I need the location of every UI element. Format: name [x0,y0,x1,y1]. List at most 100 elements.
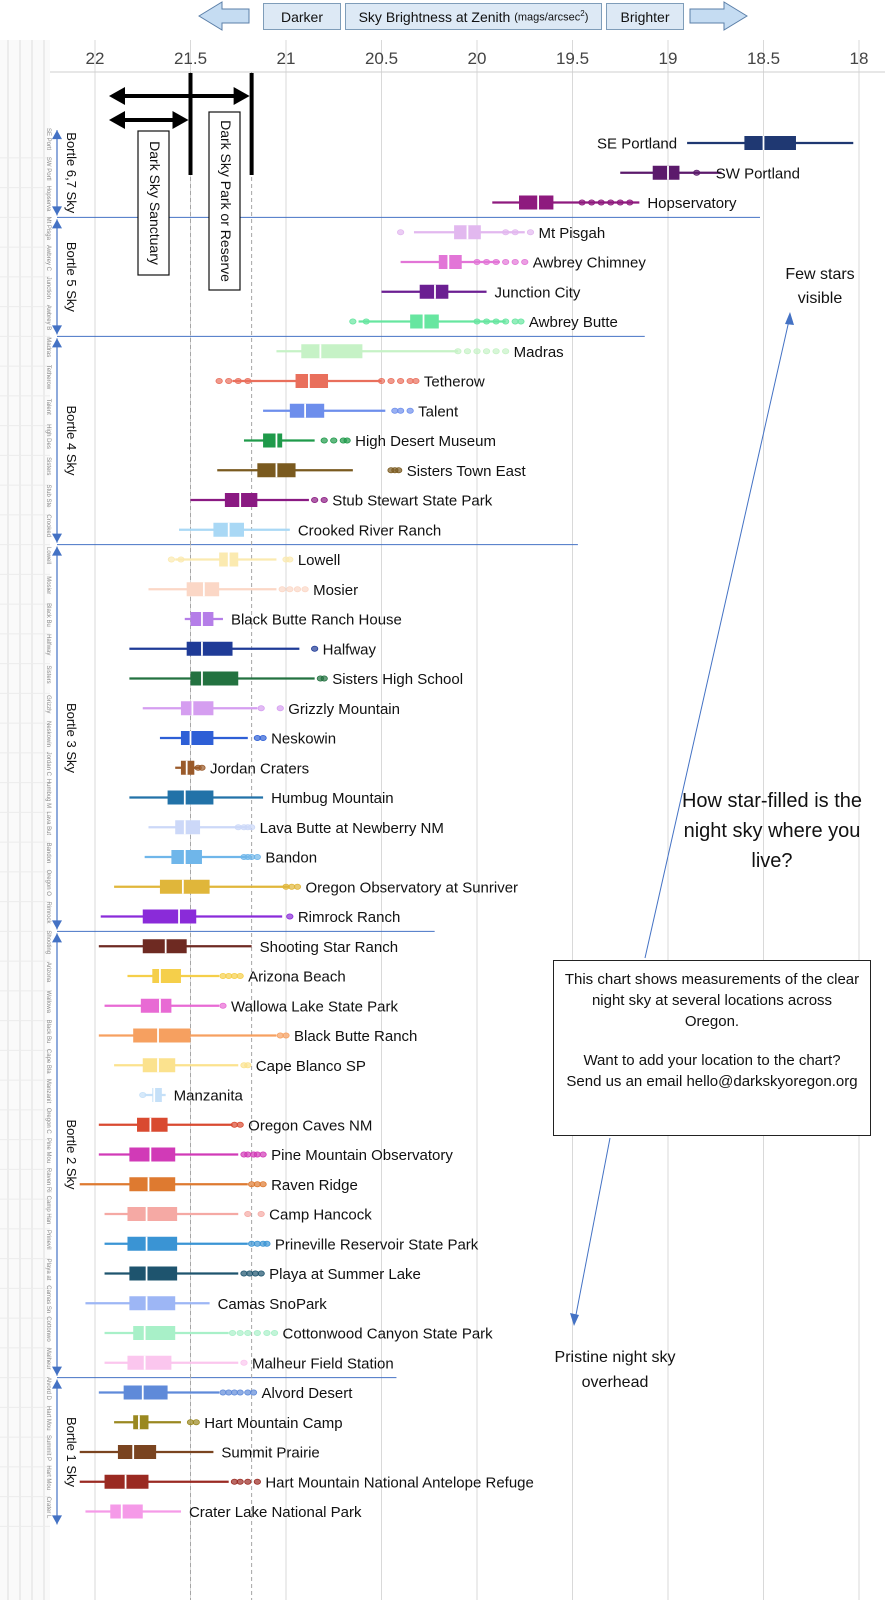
box [186,582,220,597]
park-label-box [208,111,241,291]
strip-location-name: Bandon [45,843,51,864]
strip-location-name: Summit P [45,1435,51,1461]
series-label: Jordan Craters [210,760,309,777]
outlier-point [215,377,223,384]
series-prineville-reservoir-state-park: Prineville Reservoir State Park [104,1236,479,1253]
outlier-point [454,348,462,355]
box [410,314,439,329]
box [129,1296,176,1311]
series-label: Black Butte Ranch House [231,612,402,629]
bortle-arrowhead-up [52,130,62,140]
brighter-label: Brighter [606,3,684,30]
series-label: Grizzly Mountain [288,701,400,718]
outlier-point [320,496,328,503]
series-mosier: Mosier [148,582,358,599]
strip-location-name: Mosier [45,576,51,594]
outlier-point [502,318,510,325]
bortle-arrowhead-down [52,533,62,543]
outlier-point [244,1062,252,1069]
few-stars-arrow-line [644,315,791,959]
series-black-butte-ranch-house: Black Butte Ranch House [184,612,402,629]
series-summit-prairie: Summit Prairie [79,1445,320,1462]
brighter-arrow [689,1,748,31]
few-stars-arrowhead [785,312,794,325]
outlier-point [234,377,242,384]
bortle-label: Bortle 4 Sky [64,405,79,476]
outlier-point [473,348,481,355]
park-arrow-left-head [109,87,125,105]
pristine-text: Pristine night sky overhead [554,1349,676,1391]
outlier-point [282,1032,290,1039]
few-stars-text: Few stars visible [785,266,855,307]
outlier-point [244,1330,252,1337]
series-sisters-high-school: Sisters High School [129,671,463,688]
series-label: Cape Blanco SP [256,1058,366,1075]
strip-location-name: Malheur [45,1348,51,1370]
series-black-butte-ranch: Black Butte Ranch [98,1028,417,1045]
bortle-arrowhead-down [52,920,62,930]
strip-location-name: Manzanit [45,1079,51,1104]
outlier-point [311,645,319,652]
series-camas-snopark: Camas SnoPark [85,1296,327,1313]
strip-location-name: Halfway [45,634,51,655]
series-label: Malheur Field Station [252,1355,394,1372]
series-label: Awbrey Butte [529,314,618,331]
outlier-point [263,1330,271,1337]
box [129,1266,178,1281]
outlier-point [244,1478,252,1485]
series-rimrock-ranch: Rimrock Ranch [100,909,400,926]
series-label: Playa at Summer Lake [269,1266,421,1283]
series-label: Arizona Beach [248,969,346,986]
strip-location-name: Cape Bla [45,1049,51,1074]
series-sw-portland: SW Portland [620,165,800,182]
outlier-point [263,1240,271,1247]
outlier-point [521,258,529,265]
outlier-point [412,377,420,384]
outlier-point [177,556,185,563]
series-label: Cottonwood Canyon State Park [283,1326,494,1343]
series-oregon-caves-nm: Oregon Caves NM [98,1117,372,1134]
series-label: Stub Stewart State Park [332,493,493,510]
axis-units: (mags/arcsec2) [514,9,588,24]
strip-location-name: Jordan C [45,752,51,777]
outlier-point [587,199,596,206]
box [127,1355,172,1370]
sanctuary-arrow-right-head [172,111,189,129]
sanctuary-label-box [137,130,170,276]
bortle-arrowhead-up [52,338,62,348]
header-arrows [198,1,748,31]
bortle-arrowhead-up [52,219,62,229]
strip-location-name: Oregon O [45,870,51,897]
box [301,344,363,359]
outlier-point [244,1211,252,1218]
series-label: Mosier [313,582,358,599]
bortle-arrowhead-down [52,206,62,216]
box [142,1058,176,1073]
strip-location-name: Arizona [45,962,51,983]
box [419,284,449,299]
strip-location-name: Prinevil [45,1230,51,1250]
x-tick-label: 19.5 [556,49,589,68]
box [289,403,325,418]
bortle-label: Bortle 5 Sky [64,242,79,313]
info-line-2: Want to add your location to the chart? … [566,1052,858,1090]
series-oregon-observatory-at-sunriver: Oregon Observatory at Sunriver [114,879,518,896]
strip-location-name: Hopserva [45,186,51,212]
box [190,671,239,686]
strip-location-name: Grizzly [45,695,51,713]
series-label: Madras [514,344,564,361]
box [652,165,680,180]
box [127,1207,178,1221]
box [137,1117,168,1132]
series-label: Hart Mountain National Antelope Refuge [265,1474,534,1491]
box [744,136,796,150]
series-label: Awbrey Chimney [533,255,647,272]
outlier-point [236,973,244,980]
box [133,1415,149,1430]
series-se-portland: SE Portland [597,136,854,153]
outlier-point [293,586,302,593]
sanctuary-label: Dark Sky Sanctuary [147,141,163,265]
series-label: Camp Hancock [269,1207,372,1224]
box [180,760,195,775]
series-raven-ridge: Raven Ridge [79,1177,358,1194]
